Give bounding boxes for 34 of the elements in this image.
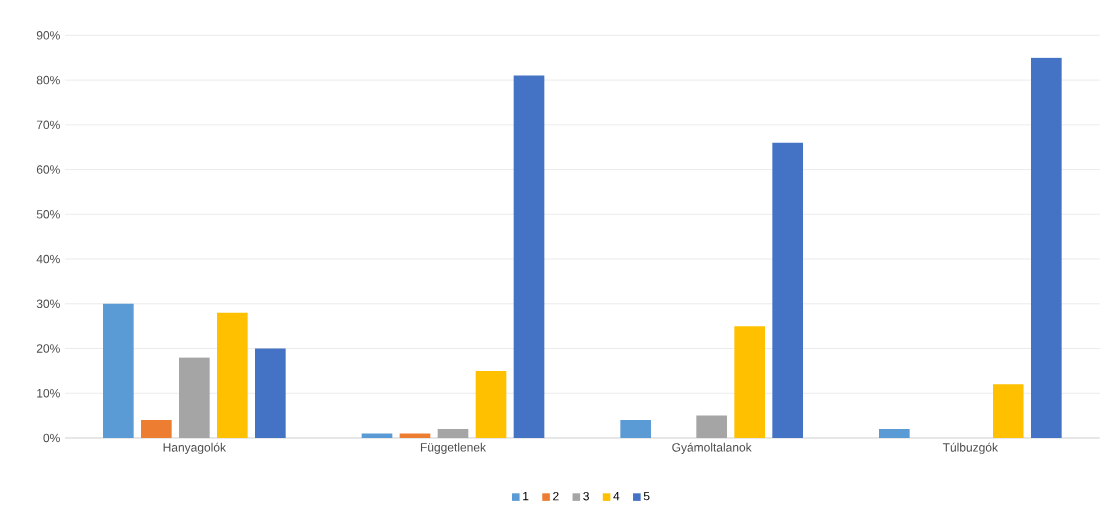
y-tick-label: 90%	[36, 31, 60, 40]
y-tick-label: 70%	[36, 120, 60, 130]
y-tick-label: 10%	[37, 388, 60, 398]
bar	[179, 357, 210, 438]
y-tick-label: 60%	[36, 165, 60, 174]
bar	[103, 303, 134, 438]
y-tick-label: 50%	[36, 210, 60, 219]
x-tick-label: Függetlenek	[420, 442, 487, 454]
y-tick-label: 30%	[36, 299, 60, 309]
bar	[475, 370, 507, 438]
y-tick-label: 20%	[36, 344, 60, 353]
x-tick-label: Gyámoltalanok	[672, 442, 752, 455]
bar	[992, 384, 1024, 438]
bar	[734, 326, 765, 438]
legend-label: 3	[583, 491, 589, 501]
bar	[255, 348, 286, 438]
y-tick-label: 0%	[43, 433, 60, 443]
bar	[878, 429, 910, 438]
bar	[141, 420, 172, 438]
legend-label: 2	[553, 491, 559, 501]
y-tick-label: 80%	[36, 75, 60, 85]
bar	[217, 312, 248, 438]
legend-label: 4	[613, 491, 620, 501]
y-tick-label: 40%	[36, 254, 60, 264]
bar	[620, 420, 651, 438]
bar	[696, 415, 727, 438]
legend-label: 1	[523, 491, 529, 501]
bar	[772, 142, 803, 438]
bar	[513, 75, 545, 438]
x-tick-label: Túlbuzgók	[942, 442, 999, 455]
x-tick-label: Hanyagolók	[163, 442, 227, 455]
bar	[1030, 57, 1062, 438]
bar	[437, 429, 469, 438]
legend-label: 5	[643, 491, 650, 501]
